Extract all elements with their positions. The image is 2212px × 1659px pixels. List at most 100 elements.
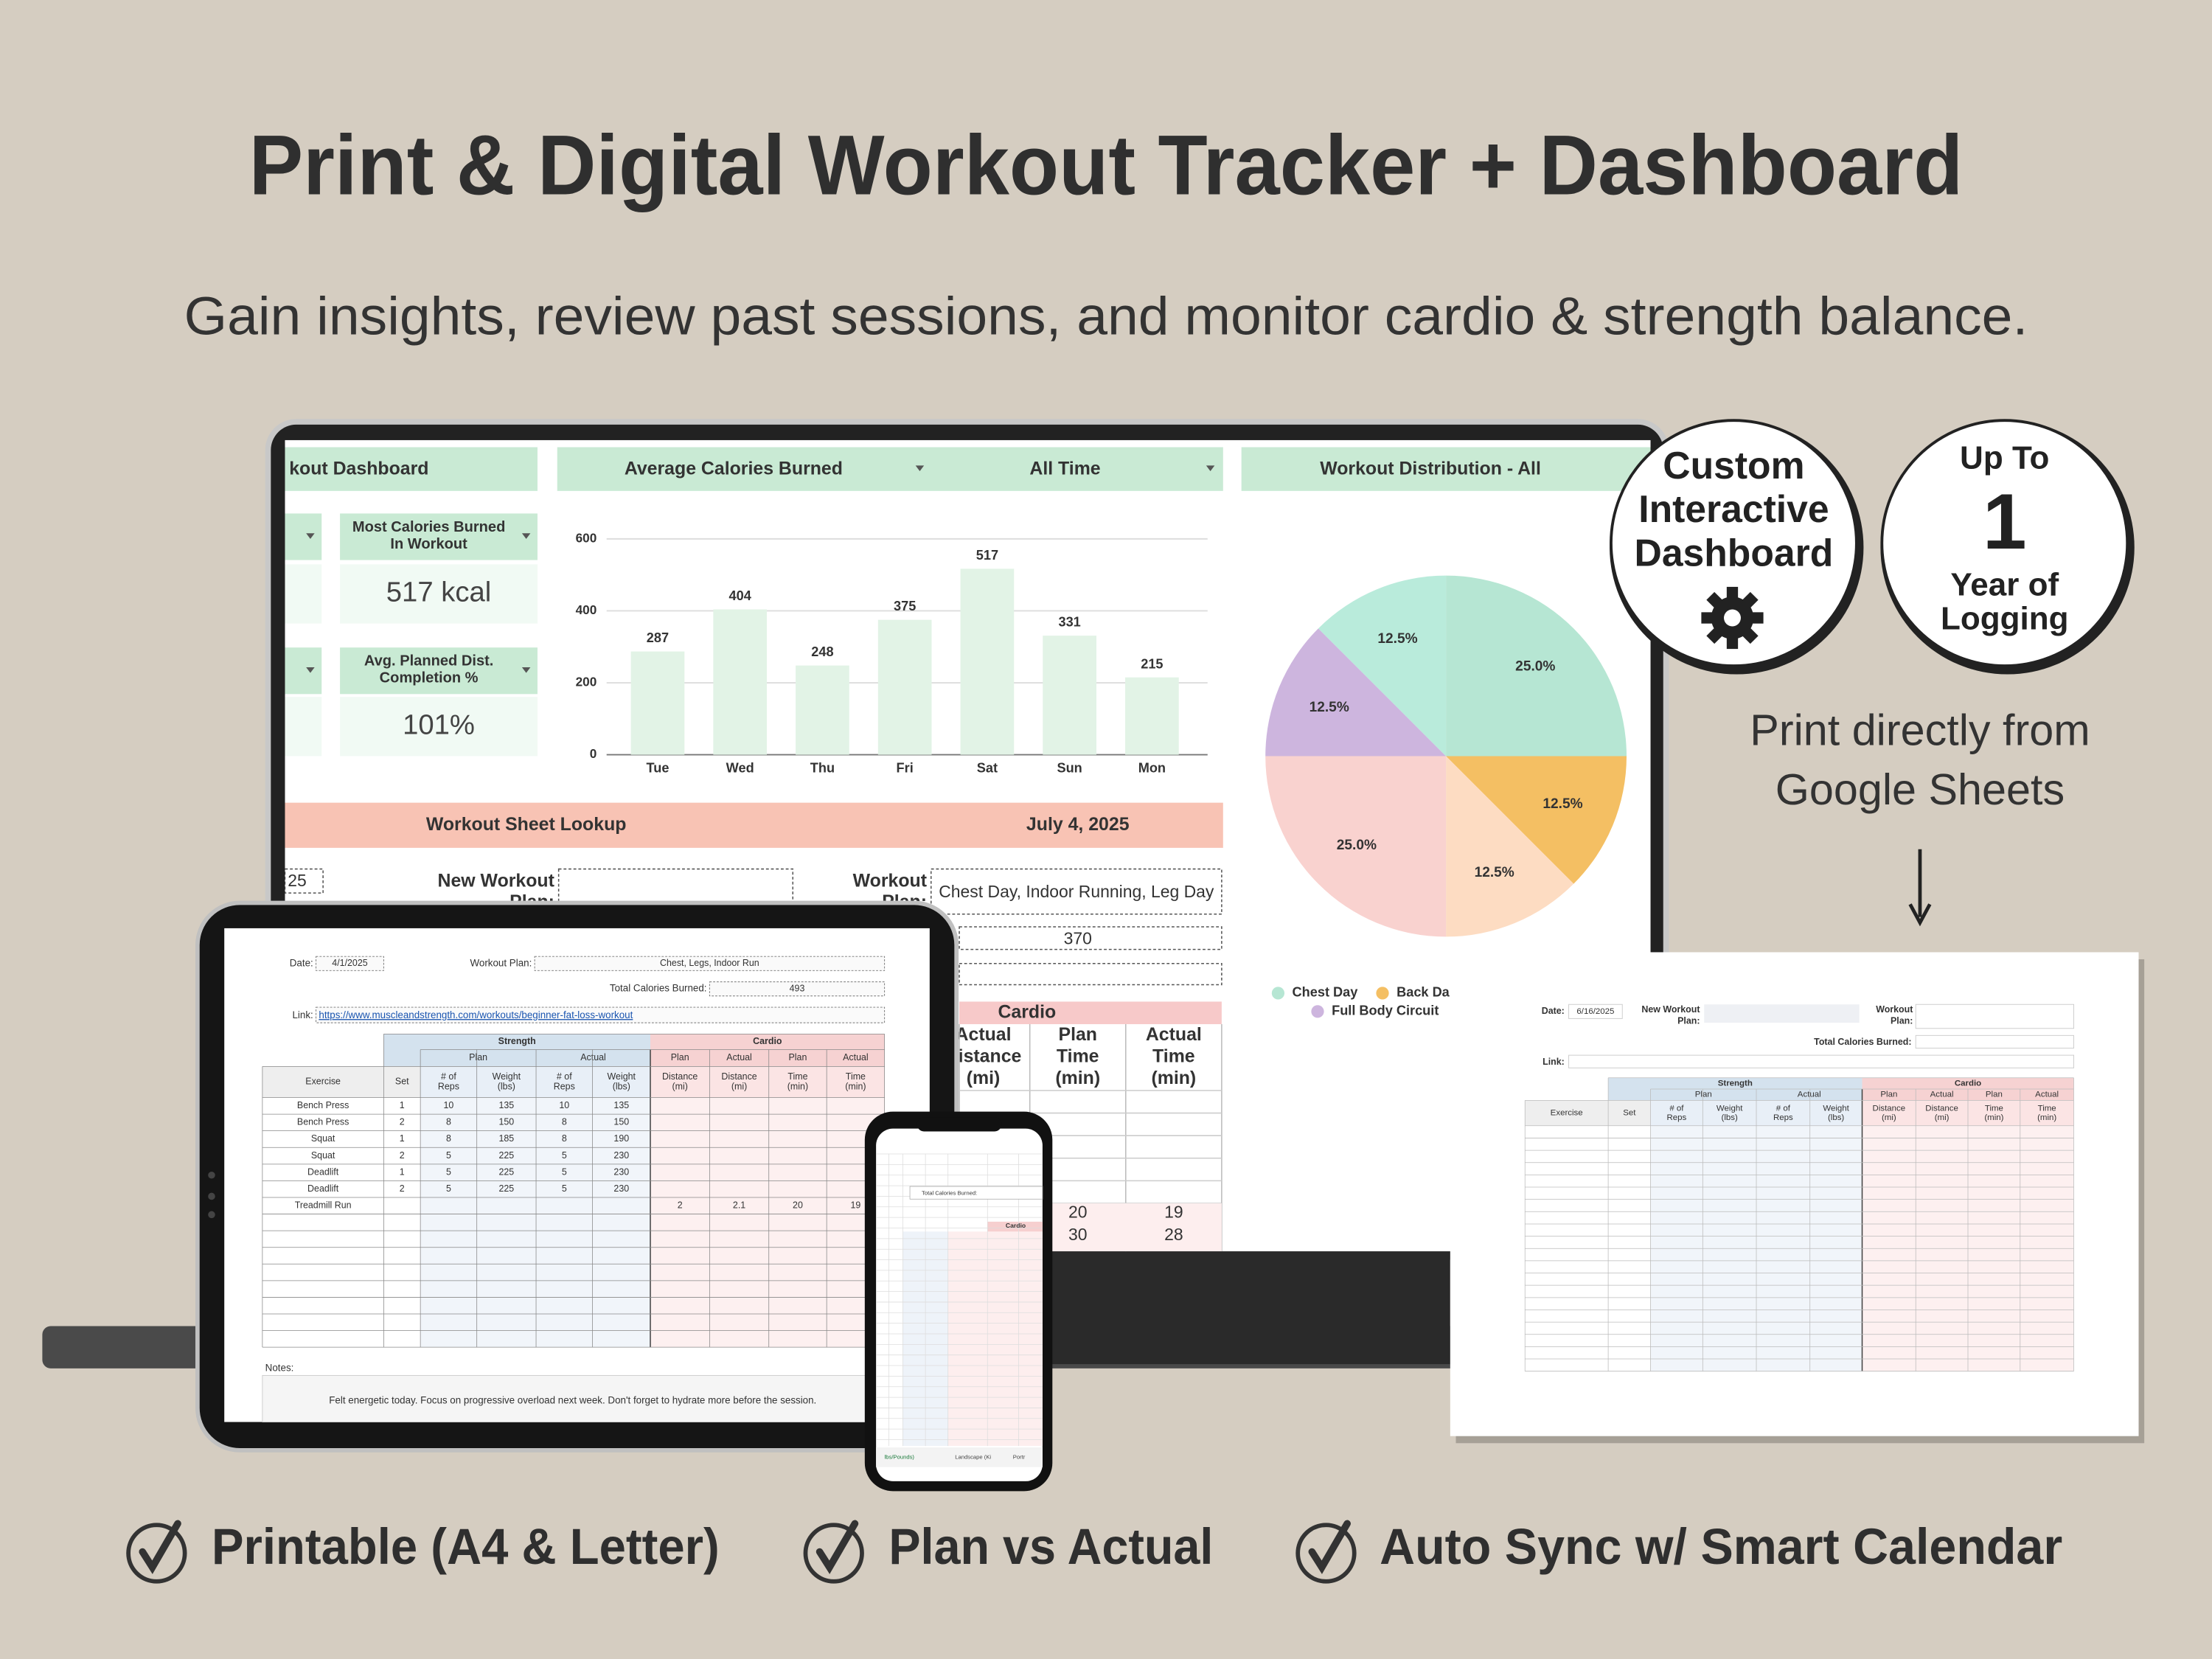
card-label-bg xyxy=(285,513,322,560)
table-cell: 28 xyxy=(1164,1225,1183,1244)
plan-field: Chest, Legs, Indoor Run xyxy=(660,958,759,968)
table-cell: Deadlift xyxy=(307,1166,339,1177)
column-header: Distance xyxy=(662,1071,698,1082)
lookup-bar xyxy=(285,802,1223,848)
table-cell: 2.1 xyxy=(733,1200,745,1211)
column-header: Weight xyxy=(1717,1104,1743,1113)
card-label: Completion % xyxy=(380,670,479,686)
card-label-bg xyxy=(340,647,538,695)
pie-slice xyxy=(1446,756,1574,937)
input-box xyxy=(1568,1054,2074,1068)
table-cell: 30 xyxy=(1068,1225,1088,1244)
pie-slice xyxy=(1265,756,1447,937)
subgroup-header: Plan xyxy=(1986,1091,2003,1099)
cardio-columns xyxy=(650,1066,885,1098)
group-header: Cardio xyxy=(753,1036,782,1046)
feature: Plan vs Actual xyxy=(888,1518,1213,1575)
plan-field: Chest Day, Indoor Running, Leg Day xyxy=(939,882,1214,901)
badge-number: 1 xyxy=(1983,477,2027,566)
table-cell: 1 xyxy=(400,1166,405,1177)
header-bar xyxy=(557,447,1223,491)
card-value-bg xyxy=(285,564,322,624)
calories-field: 370 xyxy=(1064,928,1092,947)
cardio-tint xyxy=(650,1097,885,1348)
card-value-bg xyxy=(340,564,538,624)
column-header: Reps xyxy=(554,1082,575,1092)
link-field: https://www.muscleandstrength.com/workou… xyxy=(319,1009,633,1020)
table-cell: 10 xyxy=(559,1100,569,1110)
y-tick-label: 600 xyxy=(576,530,597,545)
table-cell: Deadlift xyxy=(307,1183,339,1194)
table-cell: 135 xyxy=(498,1100,514,1110)
column-header: (min) xyxy=(2037,1113,2056,1122)
column-header: Plan xyxy=(1058,1024,1097,1045)
table-cell: 5 xyxy=(562,1166,567,1177)
column-header: (mi) xyxy=(1935,1113,1950,1122)
pie-title: Workout Distribution - All xyxy=(1320,459,1541,479)
y-tick-label: 200 xyxy=(576,675,597,689)
column-header: Reps xyxy=(1667,1113,1687,1122)
group-header: Strength xyxy=(1718,1079,1753,1088)
subgroup-header: Actual xyxy=(2035,1091,2059,1099)
bar xyxy=(713,609,768,755)
card-label: Most Calories Burned xyxy=(352,519,506,535)
x-tick-label: Fri xyxy=(897,761,914,776)
input-box xyxy=(1704,1004,1860,1023)
bar-value-label: 331 xyxy=(1058,615,1080,630)
column-header: (min) xyxy=(1984,1113,2003,1122)
cardio-header xyxy=(959,1001,1222,1025)
check-icon xyxy=(139,1520,181,1574)
subgroup-header: Actual xyxy=(1930,1091,1954,1099)
sheet-tab: Landscape (Ki xyxy=(955,1453,991,1460)
notes-text: Felt energetic today. Focus on progressi… xyxy=(329,1394,816,1405)
cardio-header xyxy=(650,1034,885,1067)
field-label: Link: xyxy=(292,1009,313,1020)
column-header-bg xyxy=(1525,1100,1651,1126)
pie-slice xyxy=(1446,756,1627,884)
notes-label: Notes: xyxy=(265,1362,294,1373)
badge-text: Year of xyxy=(1950,567,2059,603)
period-select: All Time xyxy=(1029,459,1100,479)
field-label: Workout Plan: xyxy=(470,957,532,968)
bar-value-label: 517 xyxy=(976,548,998,563)
subgroup-header: Actual xyxy=(843,1052,869,1062)
table-cell: 230 xyxy=(613,1150,629,1161)
x-tick-label: Sat xyxy=(977,761,998,776)
subgroup-header: Plan xyxy=(1695,1091,1712,1099)
column-header: Exercise xyxy=(1551,1109,1583,1118)
table-cell: 5 xyxy=(446,1150,451,1161)
card-value: 517 kcal xyxy=(386,577,491,608)
column-header: (min) xyxy=(845,1082,866,1092)
bar-value-label: 287 xyxy=(647,630,669,645)
bar-value-label: 404 xyxy=(729,588,751,603)
table-cell: 5 xyxy=(446,1166,451,1177)
table-cell: 8 xyxy=(562,1117,567,1127)
column-header: Time xyxy=(1152,1046,1195,1067)
input-box xyxy=(557,868,794,904)
feature: Printable (A4 & Letter) xyxy=(212,1518,720,1575)
column-header: Actual xyxy=(956,1024,1012,1045)
notes-box xyxy=(262,1374,886,1423)
x-tick-label: Wed xyxy=(726,761,754,776)
card-label-bg xyxy=(340,513,538,560)
table-cell: 2 xyxy=(678,1200,683,1211)
column-header: Distance xyxy=(1925,1104,1958,1113)
card-label: Avg. Planned Dist. xyxy=(364,653,494,669)
bar xyxy=(960,568,1015,755)
tablet-camera xyxy=(208,1211,215,1219)
table-cell: 5 xyxy=(562,1150,567,1161)
input-box xyxy=(930,868,1222,915)
gear-icon xyxy=(1701,586,1764,650)
date-field: 6/16/2025 xyxy=(1576,1007,1614,1016)
field-label: Total Calories Burned: xyxy=(610,983,707,994)
column-header: Weight xyxy=(493,1071,521,1082)
tablet-camera xyxy=(208,1171,215,1179)
column-header: Weight xyxy=(1823,1104,1849,1113)
subgroup-header: Actual xyxy=(580,1052,606,1062)
column-header: # of xyxy=(557,1071,572,1082)
legend-entry: Chest Day xyxy=(1293,985,1358,1000)
legend-entry: Back Da xyxy=(1397,985,1450,1000)
table-cell: 185 xyxy=(498,1133,514,1144)
page-title: Print & Digital Workout Tracker + Dashbo… xyxy=(249,119,1964,213)
